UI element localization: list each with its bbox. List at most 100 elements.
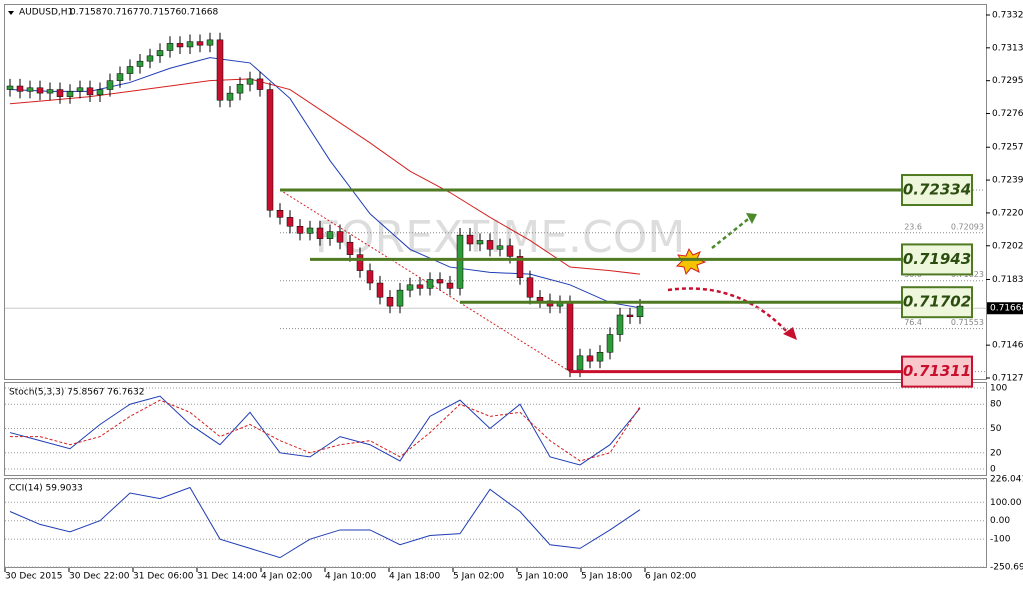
candle-body: [76, 87, 84, 92]
candle-body: [46, 89, 54, 94]
y-tick-label: 226.041: [990, 475, 1023, 485]
candle-body: [466, 234, 474, 245]
y-tick-label: 0.00: [990, 516, 1010, 526]
candle-body: [16, 85, 24, 92]
x-tick-label: 4 Jan 18:00: [389, 572, 441, 582]
candle-body: [136, 60, 144, 67]
candle-body: [396, 289, 404, 307]
moving-average: [9, 57, 641, 309]
candle-body: [636, 305, 644, 318]
candle-body: [476, 240, 484, 245]
candle-body: [566, 302, 574, 371]
x-tick-label: 31 Dec 14:00: [197, 572, 258, 582]
candle-body: [156, 50, 164, 57]
level-label: 0.71311: [903, 362, 971, 380]
candle-body: [166, 43, 174, 51]
candle-body: [146, 55, 154, 62]
y-tick-label: 100: [990, 384, 1007, 394]
candle-body: [616, 314, 624, 335]
ohlc-value: 0.71668: [181, 8, 218, 18]
menu-arrow: [8, 11, 14, 15]
candle-body: [126, 66, 134, 74]
candle-body: [486, 240, 494, 250]
level-label: 0.71943: [903, 250, 971, 268]
candle-body: [346, 241, 354, 255]
current-price: 0.71668: [990, 304, 1023, 314]
level-label: 0.71702: [903, 293, 971, 311]
candle-body: [216, 39, 224, 101]
candle-body: [506, 245, 514, 257]
arrow-head: [783, 327, 797, 340]
candle-body: [86, 87, 94, 96]
ohlc-value: 0.71587: [70, 8, 107, 18]
breakout-star: [675, 247, 707, 276]
candle-body: [536, 296, 544, 302]
candle-body: [96, 89, 104, 96]
level-box: [901, 174, 973, 207]
indicator-line: [10, 399, 641, 462]
candle-body: [436, 279, 444, 284]
candle-body: [386, 296, 394, 307]
level-box: [901, 243, 973, 276]
candle-body: [326, 231, 334, 239]
ohlc-value: 0.71576: [144, 8, 181, 18]
candle-body: [6, 85, 14, 90]
arrow-up: [711, 215, 753, 249]
y-tick-label: 0.72575: [992, 143, 1023, 153]
indicator-title: Stoch(5,3,3) 75.8567 76.7632: [9, 388, 144, 398]
candle-body: [186, 41, 194, 48]
candle-body: [66, 91, 74, 97]
candle-body: [266, 89, 274, 211]
fib-ratio: 76.4: [904, 318, 922, 327]
x-tick-label: 5 Jan 18:00: [581, 572, 633, 582]
candle-body: [416, 284, 424, 289]
level-box: [901, 355, 973, 388]
x-tick-label: 4 Jan 10:00: [325, 572, 377, 582]
ohlc-value: 0.71677: [107, 8, 144, 18]
candle-body: [276, 210, 284, 218]
candle-body: [356, 254, 364, 271]
main-panel: [4, 4, 987, 380]
level-box: [901, 286, 973, 319]
x-tick-label: 5 Jan 10:00: [517, 572, 569, 582]
candle-body: [246, 78, 254, 85]
fib-price: 0.72093: [951, 222, 984, 231]
candle-body: [56, 89, 64, 97]
candle-body: [376, 282, 384, 298]
indicator-title: CCI(14) 59.9033: [9, 484, 83, 494]
candle-body: [296, 225, 304, 234]
candle-body: [586, 355, 594, 362]
candle-body: [176, 43, 184, 48]
candle-body: [626, 314, 634, 318]
fib-ratio: 23.6: [904, 222, 922, 231]
candle-body: [576, 355, 584, 371]
y-tick-label: 50: [990, 424, 1002, 434]
candle-body: [596, 352, 604, 362]
candle-body: [36, 87, 44, 94]
indicator-line: [9, 395, 641, 466]
fib-diagonal: [279, 189, 571, 373]
x-tick-label: 30 Dec 22:00: [69, 572, 130, 582]
current-price-tag: [987, 302, 1023, 315]
fib-price: 0.71553: [951, 318, 984, 327]
x-tick-label: 31 Dec 06:00: [133, 572, 194, 582]
candle-body: [316, 227, 324, 239]
x-tick-label: 4 Jan 02:00: [261, 572, 313, 582]
symbol: AUDUSD,H1: [19, 8, 73, 18]
candle-body: [406, 284, 414, 291]
x-tick-label: 6 Jan 02:00: [645, 572, 697, 582]
candle-body: [306, 227, 314, 234]
arrow-head: [746, 213, 757, 224]
candle-body: [106, 80, 114, 90]
candle-body: [446, 282, 454, 289]
stoch-panel: [4, 382, 987, 476]
y-tick-label: 20: [990, 448, 1002, 458]
x-tick-label: 30 Dec 2015: [5, 572, 63, 582]
